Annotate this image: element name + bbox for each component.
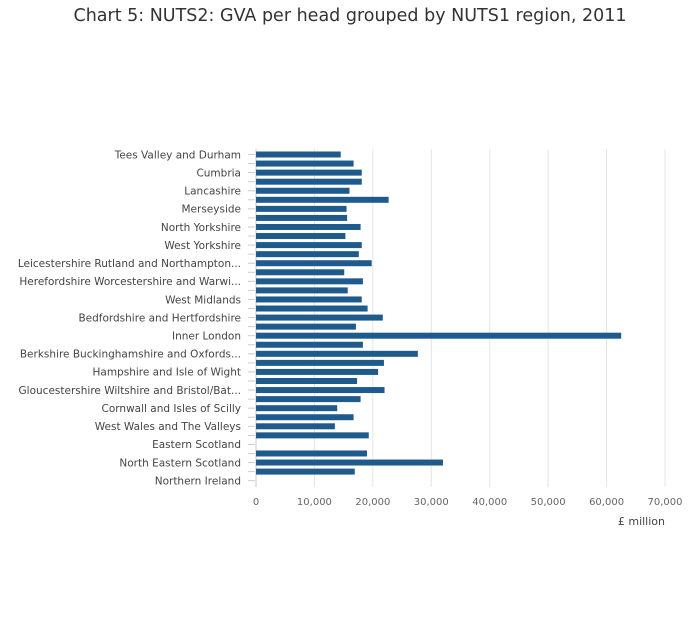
x-axis-title: £ million [618, 515, 665, 528]
y-tick-label: North Eastern Scotland [119, 457, 241, 469]
bar[interactable] [256, 432, 369, 439]
y-tick-label: Eastern Scotland [152, 439, 241, 451]
bar[interactable] [256, 468, 355, 475]
bar[interactable] [256, 151, 341, 158]
bar[interactable] [256, 223, 361, 230]
y-tick-label: Hampshire and Isle of Wight [93, 367, 242, 379]
y-tick-label: Inner London [172, 331, 241, 343]
bar[interactable] [256, 196, 389, 203]
bar[interactable] [256, 359, 384, 366]
bar[interactable] [256, 242, 362, 249]
bar[interactable] [256, 251, 359, 258]
bar[interactable] [256, 459, 443, 466]
chart-title: Chart 5: NUTS2: GVA per head grouped by … [73, 6, 627, 26]
x-tick-label: 40,000 [472, 497, 507, 508]
x-tick-label: 70,000 [648, 497, 683, 508]
x-axis-labels: 0 10,000 20,000 30,000 40,000 50,000 60,000 70,… [253, 497, 683, 508]
bar[interactable] [256, 341, 363, 348]
y-tick-label: Bedfordshire and Hertfordshire [78, 312, 241, 324]
y-tick-label: West Midlands [165, 294, 241, 306]
y-tick-label: Lancashire [184, 186, 241, 198]
y-tick-label: North Yorkshire [161, 222, 241, 234]
y-tick-label: Gloucestershire Wiltshire and Bristol/Ba… [19, 385, 241, 397]
bar[interactable] [256, 233, 346, 240]
bar[interactable] [256, 405, 338, 412]
y-tick-label: Berkshire Buckinghamshire and Oxfords... [20, 349, 241, 361]
y-tick-label: West Wales and The Valleys [95, 421, 241, 433]
bar[interactable] [256, 387, 385, 394]
bar[interactable] [256, 260, 372, 267]
bar[interactable] [256, 350, 418, 357]
y-tick-label: Merseyside [182, 204, 242, 216]
bar[interactable] [256, 414, 354, 421]
bar[interactable] [256, 314, 383, 321]
bar[interactable] [256, 396, 361, 403]
bars [256, 151, 622, 475]
bar[interactable] [256, 287, 348, 294]
bar[interactable] [256, 323, 356, 330]
bar[interactable] [256, 205, 347, 212]
y-tick-label: West Yorkshire [164, 240, 241, 252]
bar[interactable] [256, 305, 368, 312]
y-axis-labels: Tees Valley and Durham Cumbria Lancashire M… [18, 149, 241, 487]
bar[interactable] [256, 368, 379, 375]
bar[interactable] [256, 169, 362, 176]
x-tick-label: 60,000 [589, 497, 624, 508]
x-tick-label: 20,000 [355, 497, 390, 508]
bar[interactable] [256, 187, 350, 194]
y-tick-label: Herefordshire Worcestershire and Warwi..… [19, 276, 241, 288]
x-tick-label: 50,000 [531, 497, 566, 508]
x-tick-label: 30,000 [414, 497, 449, 508]
bar[interactable] [256, 278, 363, 285]
bar[interactable] [256, 160, 354, 167]
bar[interactable] [256, 269, 345, 276]
y-tick-label: Cumbria [196, 167, 241, 179]
y-tick-label: Tees Valley and Durham [114, 149, 241, 161]
bar[interactable] [256, 450, 368, 457]
y-tick-label: Cornwall and Isles of Scilly [102, 403, 241, 415]
bar[interactable] [256, 178, 362, 185]
bar[interactable] [256, 332, 622, 339]
y-tick-label: Leicestershire Rutland and Northampton..… [18, 258, 241, 270]
bar[interactable] [256, 296, 362, 303]
bar[interactable] [256, 423, 335, 430]
x-tick-label: 0 [253, 497, 259, 508]
x-tick-label: 10,000 [297, 497, 332, 508]
y-tick-label: Northern Ireland [155, 475, 241, 487]
bar[interactable] [256, 378, 358, 384]
bar[interactable] [256, 214, 348, 221]
